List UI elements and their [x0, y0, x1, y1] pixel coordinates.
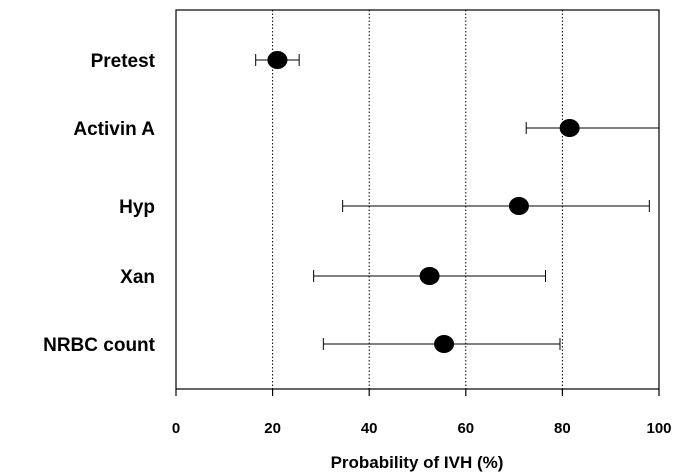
x-tick-label: 40 — [361, 420, 378, 437]
x-tick-label: 80 — [554, 420, 571, 437]
category-label: NRBC count — [43, 335, 156, 356]
data-series — [255, 51, 660, 353]
x-axis-title: Probability of IVH (%) — [331, 453, 504, 472]
x-tick-label: 100 — [646, 420, 671, 437]
category-label: Xan — [120, 267, 155, 288]
category-label: Hyp — [119, 197, 155, 218]
data-point — [267, 51, 288, 69]
x-tick-label: 60 — [457, 420, 474, 437]
plot-frame — [175, 9, 660, 390]
category-label: Activin A — [73, 119, 155, 140]
category-label: Pretest — [91, 51, 156, 72]
x-tick-label: 0 — [172, 420, 180, 437]
category-labels: Pretest Activin A Hyp Xan NRBC count — [43, 51, 156, 356]
data-point — [508, 197, 529, 215]
data-point — [559, 119, 580, 137]
x-tick-label: 20 — [264, 420, 281, 437]
data-point — [419, 267, 440, 285]
x-axis: 0 20 40 60 80 100 — [172, 389, 672, 437]
grid-lines — [272, 10, 563, 389]
data-point — [434, 335, 455, 353]
